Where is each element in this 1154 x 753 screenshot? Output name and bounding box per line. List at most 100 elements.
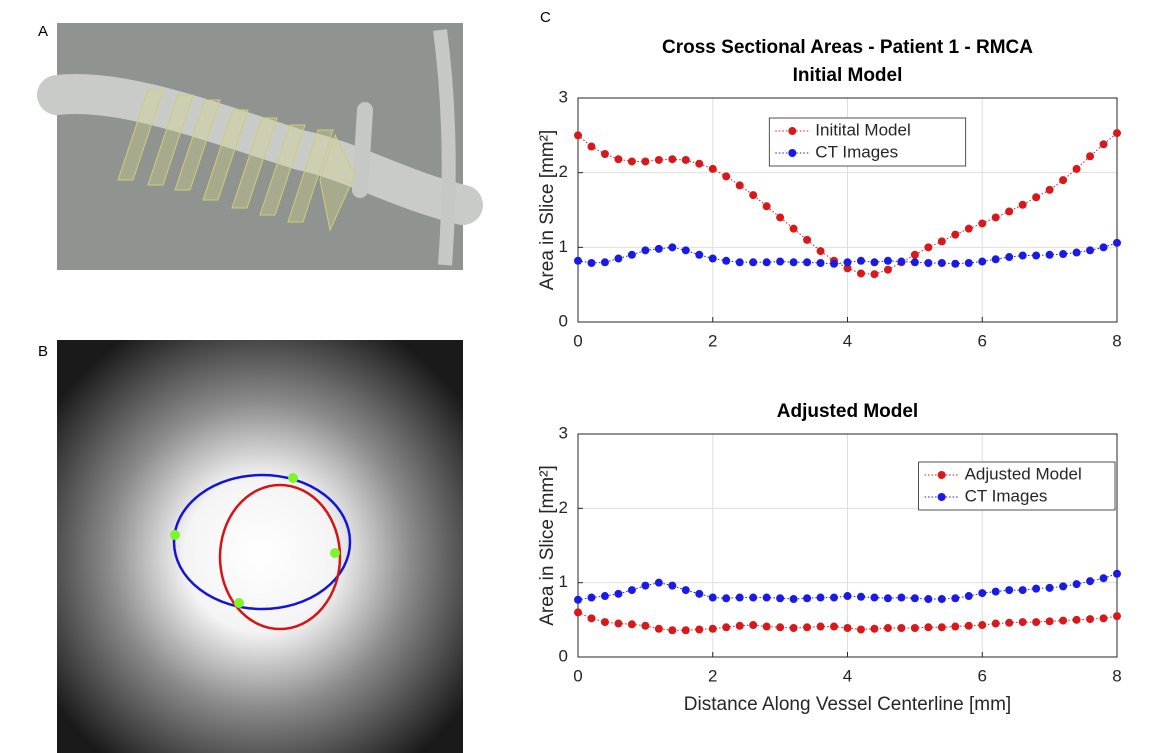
chart-title: Adjusted Model bbox=[777, 401, 918, 422]
data-point bbox=[1113, 612, 1121, 620]
data-point bbox=[736, 181, 744, 189]
y-tick-label: 3 bbox=[559, 87, 568, 106]
data-point bbox=[668, 155, 676, 163]
data-point bbox=[951, 260, 959, 268]
data-point bbox=[938, 237, 946, 245]
legend-swatch bbox=[788, 127, 796, 135]
x-axis-label: Distance Along Vessel Centerline [mm] bbox=[684, 694, 1011, 715]
data-point bbox=[749, 258, 757, 266]
data-point bbox=[682, 156, 690, 164]
panel-label: B bbox=[38, 343, 48, 360]
data-point bbox=[830, 260, 838, 268]
x-tick-label: 8 bbox=[1112, 666, 1121, 685]
data-point bbox=[1059, 176, 1067, 184]
data-point bbox=[992, 255, 1000, 263]
x-tick-label: 0 bbox=[573, 666, 582, 685]
data-point bbox=[628, 251, 636, 259]
y-tick-label: 1 bbox=[559, 237, 568, 256]
legend-swatch bbox=[788, 149, 796, 157]
chart-title: Cross Sectional Areas - Patient 1 - RMCA bbox=[662, 37, 1033, 58]
data-point bbox=[1019, 586, 1027, 594]
data-point bbox=[1073, 249, 1081, 257]
data-point bbox=[978, 219, 986, 227]
chart-subtitle: Initial Model bbox=[793, 65, 903, 86]
data-point bbox=[951, 231, 959, 239]
data-point bbox=[709, 165, 717, 173]
data-point bbox=[911, 258, 919, 266]
y-tick-label: 0 bbox=[559, 311, 568, 330]
data-point bbox=[790, 225, 798, 233]
data-point bbox=[844, 624, 852, 632]
data-point bbox=[1032, 585, 1040, 593]
data-point bbox=[1059, 250, 1067, 258]
legend-swatch bbox=[938, 493, 946, 501]
data-point bbox=[911, 251, 919, 259]
data-point bbox=[965, 225, 973, 233]
data-point bbox=[790, 595, 798, 603]
data-point bbox=[978, 258, 986, 266]
data-point bbox=[1113, 239, 1121, 247]
data-point bbox=[1086, 152, 1094, 160]
y-tick-label: 0 bbox=[559, 646, 568, 665]
data-point bbox=[884, 594, 892, 602]
data-point bbox=[776, 258, 784, 266]
data-point bbox=[978, 621, 986, 629]
data-point bbox=[695, 251, 703, 259]
data-point bbox=[1005, 207, 1013, 215]
data-point bbox=[1032, 252, 1040, 260]
data-point bbox=[1086, 577, 1094, 585]
data-point bbox=[776, 594, 784, 602]
x-tick-label: 6 bbox=[978, 331, 987, 350]
data-point bbox=[695, 590, 703, 598]
data-point bbox=[844, 592, 852, 600]
data-point bbox=[870, 258, 878, 266]
data-point bbox=[817, 247, 825, 255]
data-point bbox=[938, 623, 946, 631]
legend-label: Initital Model bbox=[815, 120, 910, 139]
x-tick-label: 2 bbox=[708, 331, 717, 350]
data-point bbox=[1046, 617, 1054, 625]
data-point bbox=[1073, 616, 1081, 624]
data-point bbox=[601, 258, 609, 266]
data-point bbox=[951, 594, 959, 602]
data-point bbox=[601, 618, 609, 626]
data-point bbox=[574, 131, 582, 139]
data-point bbox=[574, 596, 582, 604]
data-point bbox=[884, 624, 892, 632]
data-point bbox=[803, 594, 811, 602]
data-point bbox=[682, 246, 690, 254]
data-point bbox=[870, 625, 878, 633]
data-point bbox=[628, 620, 636, 628]
data-point bbox=[817, 623, 825, 631]
data-point bbox=[776, 623, 784, 631]
data-point bbox=[628, 157, 636, 165]
data-point bbox=[763, 594, 771, 602]
data-point bbox=[709, 594, 717, 602]
y-tick-label: 1 bbox=[559, 572, 568, 591]
data-point bbox=[641, 582, 649, 590]
data-point bbox=[601, 592, 609, 600]
data-point bbox=[870, 594, 878, 602]
data-point bbox=[803, 258, 811, 266]
data-point bbox=[965, 622, 973, 630]
data-point bbox=[749, 621, 757, 629]
x-tick-label: 4 bbox=[843, 666, 852, 685]
data-point bbox=[1059, 617, 1067, 625]
data-point bbox=[641, 246, 649, 254]
data-point bbox=[965, 259, 973, 267]
y-axis-label: Area in Slice [mm²] bbox=[537, 130, 558, 290]
data-point bbox=[736, 594, 744, 602]
data-point bbox=[1032, 618, 1040, 626]
data-point bbox=[722, 623, 730, 631]
x-tick-label: 8 bbox=[1112, 331, 1121, 350]
data-point bbox=[749, 594, 757, 602]
data-point bbox=[951, 623, 959, 631]
data-point bbox=[978, 589, 986, 597]
data-point bbox=[574, 608, 582, 616]
data-point bbox=[628, 586, 636, 594]
data-point bbox=[1046, 186, 1054, 194]
data-point bbox=[736, 258, 744, 266]
data-point bbox=[897, 624, 905, 632]
data-point bbox=[1100, 614, 1108, 622]
data-point bbox=[655, 245, 663, 253]
